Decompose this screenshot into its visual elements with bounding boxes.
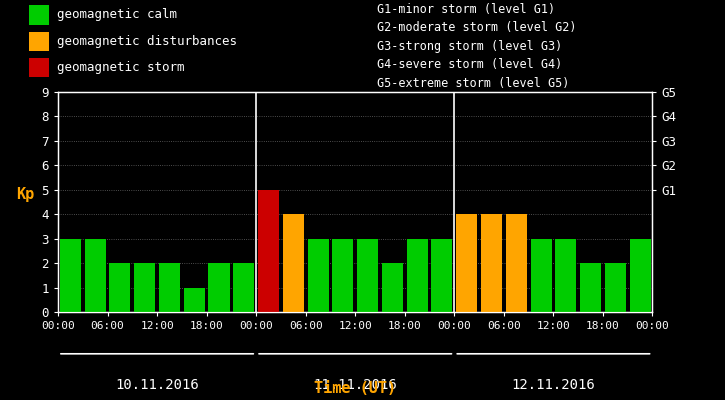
- Text: 10.11.2016: 10.11.2016: [115, 378, 199, 392]
- Bar: [357, 239, 378, 312]
- Bar: [183, 288, 204, 312]
- Text: G3-strong storm (level G3): G3-strong storm (level G3): [377, 40, 563, 53]
- Bar: [134, 263, 155, 312]
- Text: 11.11.2016: 11.11.2016: [313, 378, 397, 392]
- Text: G4-severe storm (level G4): G4-severe storm (level G4): [377, 58, 563, 71]
- Bar: [629, 239, 650, 312]
- Text: G1-minor storm (level G1): G1-minor storm (level G1): [377, 3, 555, 16]
- Bar: [29, 5, 49, 25]
- Bar: [233, 263, 254, 312]
- Bar: [60, 239, 81, 312]
- Bar: [555, 239, 576, 312]
- Bar: [109, 263, 130, 312]
- Text: G5-extreme storm (level G5): G5-extreme storm (level G5): [377, 76, 569, 90]
- Bar: [332, 239, 353, 312]
- Text: G2-moderate storm (level G2): G2-moderate storm (level G2): [377, 21, 576, 34]
- Y-axis label: Kp: Kp: [16, 187, 34, 202]
- Text: 12.11.2016: 12.11.2016: [512, 378, 595, 392]
- Bar: [382, 263, 403, 312]
- Bar: [209, 263, 230, 312]
- Bar: [506, 214, 527, 312]
- Bar: [580, 263, 601, 312]
- Bar: [407, 239, 428, 312]
- Bar: [258, 190, 279, 312]
- Bar: [283, 214, 304, 312]
- Bar: [531, 239, 552, 312]
- Bar: [85, 239, 106, 312]
- Text: geomagnetic disturbances: geomagnetic disturbances: [57, 35, 236, 48]
- Text: geomagnetic calm: geomagnetic calm: [57, 8, 177, 22]
- Bar: [29, 58, 49, 78]
- Text: geomagnetic storm: geomagnetic storm: [57, 61, 184, 74]
- Text: Time (UT): Time (UT): [314, 381, 397, 396]
- Bar: [159, 263, 180, 312]
- Bar: [431, 239, 452, 312]
- Bar: [29, 32, 49, 51]
- Bar: [456, 214, 477, 312]
- Bar: [605, 263, 626, 312]
- Bar: [481, 214, 502, 312]
- Bar: [307, 239, 328, 312]
